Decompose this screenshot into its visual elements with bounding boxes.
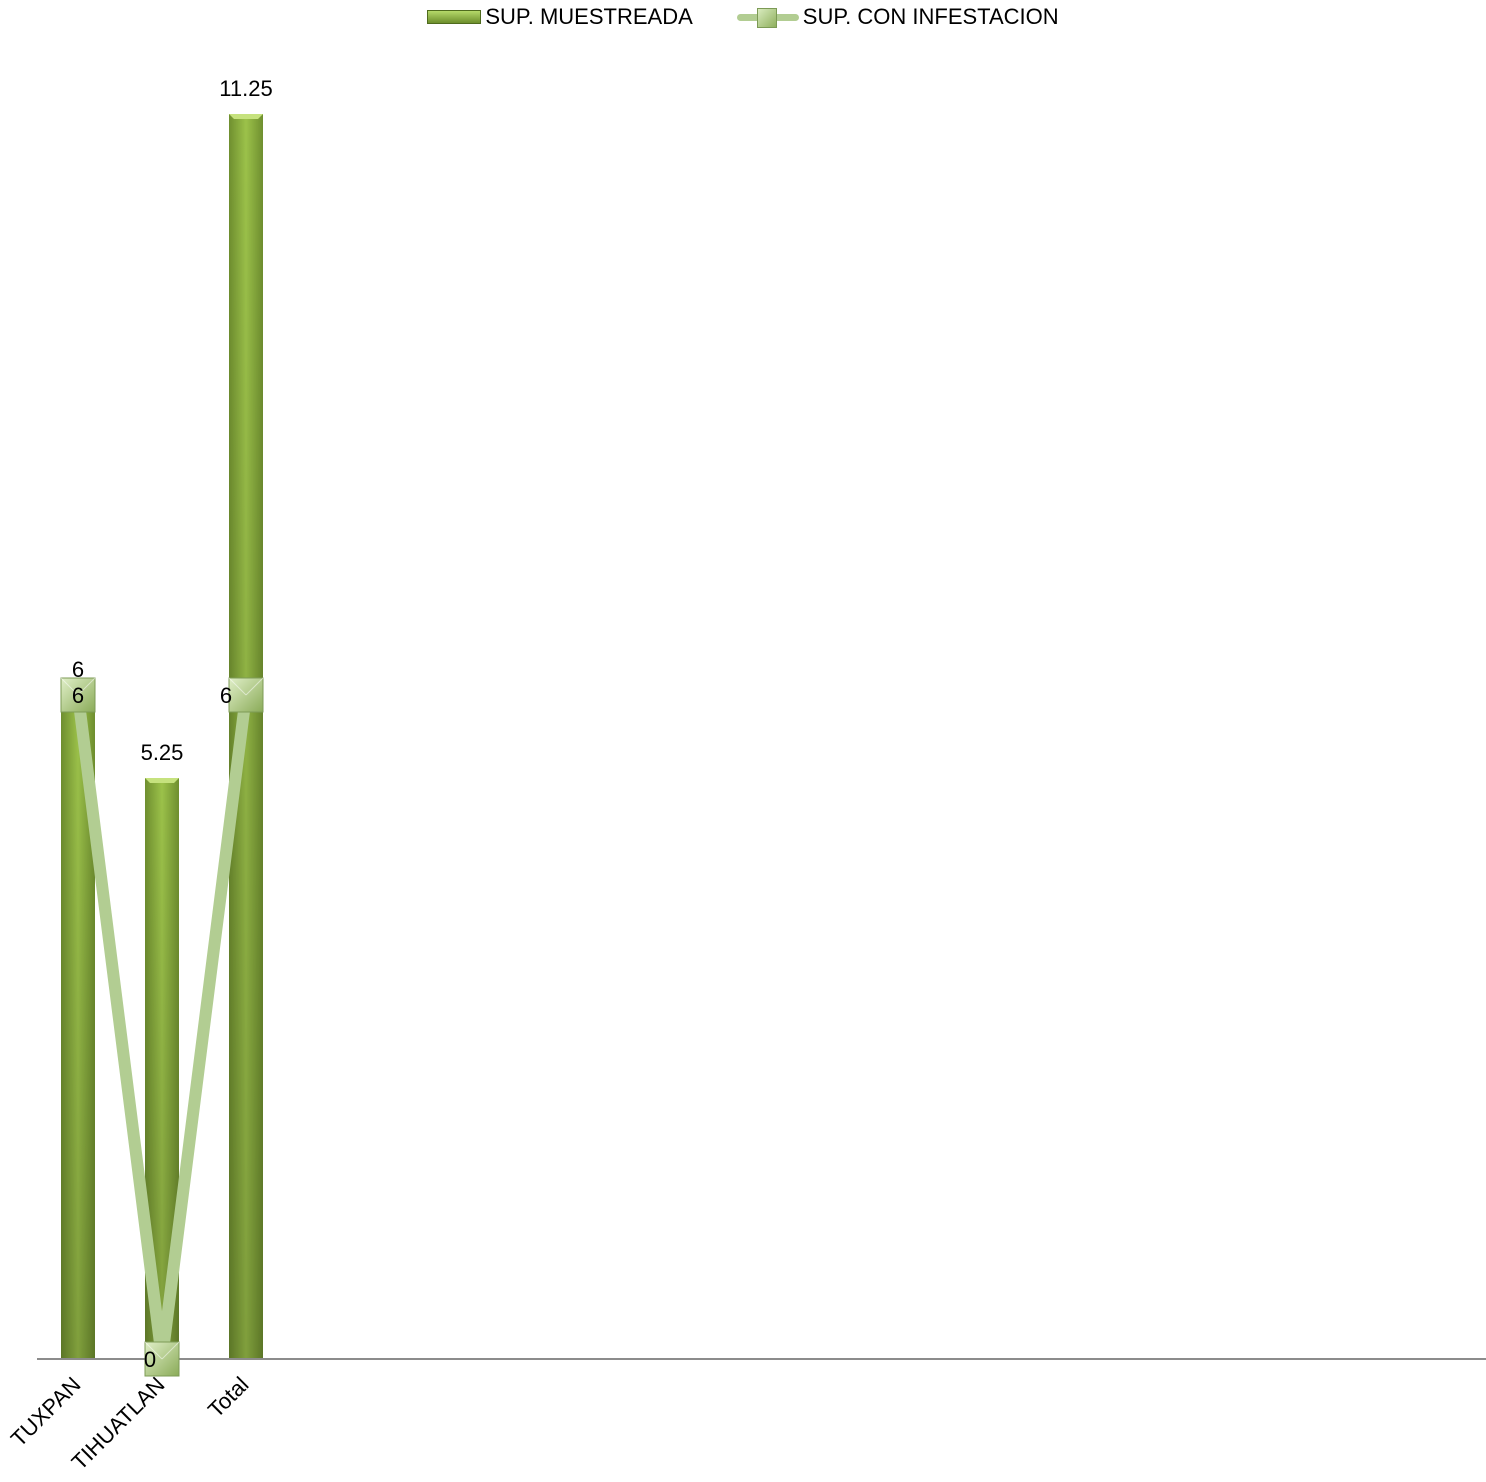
line-value-label: 6 [72,683,84,708]
legend: SUP. MUESTREADA SUP. CON INFESTACION [0,4,1486,30]
line-value-label: 0 [144,1347,156,1372]
bar-value-label: 11.25 [219,76,272,101]
legend-label: SUP. MUESTREADA [485,4,693,29]
line-series-swatch [736,6,799,28]
legend-item-line-series: SUP. CON INFESTACION [736,4,1059,30]
legend-item-bar-series: SUP. MUESTREADA [427,4,693,30]
bar-value-label: 6 [72,657,84,682]
line-value-label: 6 [220,683,232,708]
legend-label: SUP. CON INFESTACION [802,4,1059,29]
x-tick-label: Total [203,1372,254,1423]
bar-series-swatch [427,10,482,24]
x-tick-label: TUXPAN [6,1372,86,1452]
bar-value-label: 5.25 [141,740,184,765]
